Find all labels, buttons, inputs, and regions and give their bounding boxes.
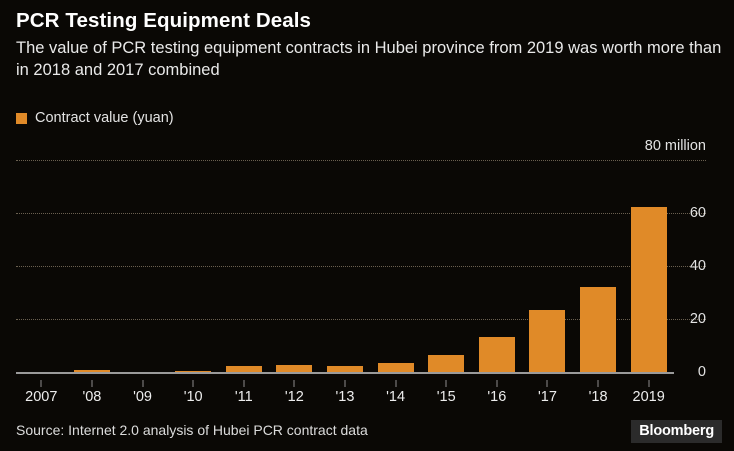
bar-slot [573,162,624,374]
x-axis-tick-label: '09 [133,389,152,405]
x-axis-tick-label: '15 [436,389,456,405]
bar-slot [472,162,523,374]
x-axis-tick-mark [496,380,498,387]
x-axis-tick-label: '11 [234,389,253,405]
x-axis-tick-label: '18 [588,389,608,405]
x-axis-tick-label: '13 [335,389,355,405]
y-axis-tick-label: 40 [689,258,706,274]
x-axis-tick-mark [142,380,144,387]
x-axis-tick-mark [648,380,650,387]
x-axis-baseline [16,372,674,374]
y-axis-tick-label: 0 [697,364,706,380]
bars-group [16,160,674,374]
bar-slot [168,162,219,374]
bar-slot [370,162,421,374]
x-axis-slot: '17 [522,380,573,408]
bar-slot [320,162,371,374]
x-axis-tick-mark [344,380,346,387]
x-axis-tick-label: '16 [487,389,507,405]
bar [326,366,363,374]
x-axis-labels: 2007 '08 '09 '10 '11 '12 '13 '14 '15 '16 '17 '18 201… [16,380,674,408]
bar [580,286,617,374]
x-axis-slot: '13 [320,380,371,408]
x-axis-slot: '16 [472,380,523,408]
x-axis-slot: '14 [370,380,421,408]
gridline [16,213,706,214]
x-axis-slot: '18 [573,380,624,408]
bar-slot [67,162,118,374]
bar-slot [421,162,472,374]
y-axis-tick-label: 20 [689,311,706,327]
bar-slot [117,162,168,374]
gridline [16,266,706,267]
x-axis-slot: '09 [117,380,168,408]
x-axis-tick-label: 2019 [632,389,665,405]
gridline [16,319,706,320]
bar-slot [269,162,320,374]
chart-header: PCR Testing Equipment Deals The value of… [16,8,722,81]
x-axis-tick-mark [40,380,42,387]
gridline [16,160,706,161]
x-axis-tick-mark [192,380,194,387]
x-axis-tick-label: '14 [386,389,406,405]
bar-slot [522,162,573,374]
x-axis-slot: '15 [421,380,472,408]
bloomberg-logo: Bloomberg [631,420,722,443]
x-axis-tick-mark [395,380,397,387]
bar-slot [218,162,269,374]
y-axis-tick-label: 60 [689,205,706,221]
bar [529,310,566,374]
plot-area: 80 million 0 20 40 60 [16,138,706,380]
x-axis-tick-mark [597,380,599,387]
x-axis-tick-label: '17 [537,389,557,405]
x-axis-tick-mark [243,380,245,387]
x-axis-slot: 2019 [623,380,674,408]
page-title: PCR Testing Equipment Deals [16,9,312,32]
chart-footer: Source: Internet 2.0 analysis of Hubei P… [16,420,722,446]
bar [225,366,262,374]
chart-legend: Contract value (yuan) [16,110,174,126]
x-axis-tick-mark [91,380,93,387]
x-axis-slot: '08 [67,380,118,408]
x-axis-tick-label: '12 [284,389,304,405]
x-axis-tick-label: 2007 [25,389,58,405]
x-axis-slot: '10 [168,380,219,408]
x-axis-slot: '11 [218,380,269,408]
x-axis-tick-mark [546,380,548,387]
legend-swatch-icon [16,112,27,124]
bar [630,207,667,374]
bar-slot [16,162,67,374]
bar [276,364,313,374]
source-note: Source: Internet 2.0 analysis of Hubei P… [16,422,368,438]
plot-inner: 0 20 40 60 [16,160,706,380]
legend-item-label: Contract value (yuan) [35,110,174,126]
x-axis-tick-mark [293,380,295,387]
bar-slot [623,162,674,374]
y-axis-cap-label: 80 million [644,138,706,154]
x-axis-tick-label: '08 [82,389,102,405]
x-axis-tick-label: '10 [183,389,203,405]
bar [428,355,465,374]
bar [478,336,515,374]
x-axis-tick-mark [445,380,447,387]
bar [377,363,414,374]
x-axis-slot: '12 [269,380,320,408]
x-axis-slot: 2007 [16,380,67,408]
chart-subtitle: The value of PCR testing equipment contr… [16,39,722,79]
